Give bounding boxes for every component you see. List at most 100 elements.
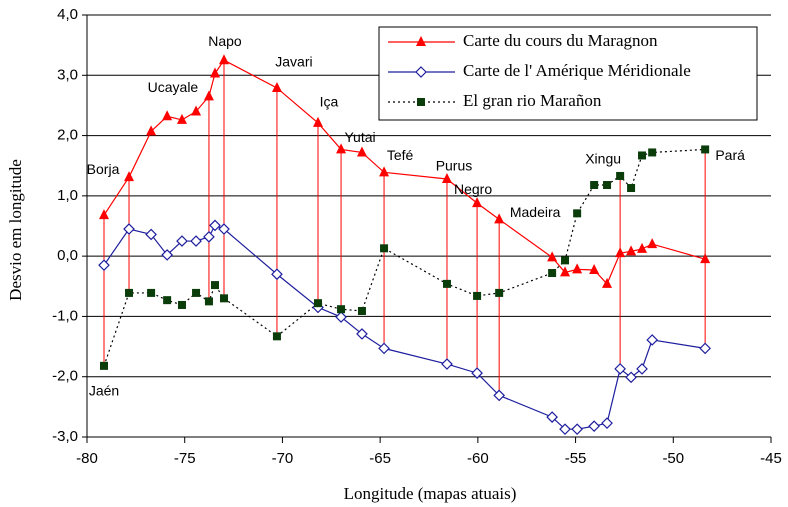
marker — [614, 363, 626, 375]
x-tick-label: -55 — [565, 450, 587, 467]
marker — [626, 245, 637, 256]
y-tick-label: -3,0 — [52, 428, 78, 445]
annotation: Tefé — [387, 147, 414, 163]
marker — [356, 146, 367, 157]
marker — [616, 171, 625, 180]
marker — [699, 342, 711, 355]
y-tick-label: 3,0 — [57, 66, 78, 83]
y-tick-label: -1,0 — [52, 307, 78, 324]
marker — [177, 300, 186, 309]
marker — [547, 251, 558, 262]
marker — [625, 371, 637, 384]
marker — [218, 223, 230, 235]
legend: Carte du cours du Maragnon Carte de l' Am… — [378, 26, 758, 121]
annotation: Pará — [715, 147, 745, 163]
x-tick-label: -80 — [76, 450, 98, 467]
marker — [271, 268, 283, 281]
marker — [603, 181, 612, 190]
annotation: Madeira — [510, 204, 561, 220]
marker — [495, 288, 504, 297]
marker — [638, 151, 647, 160]
marker — [441, 358, 453, 370]
marker — [100, 361, 109, 370]
y-tick-label: -2,0 — [52, 368, 78, 385]
marker — [471, 367, 483, 379]
marker — [147, 288, 156, 297]
marker — [192, 288, 201, 297]
marker — [494, 213, 505, 224]
marker — [493, 389, 506, 402]
marker — [190, 235, 202, 247]
marker — [313, 299, 322, 308]
marker — [161, 249, 173, 261]
marker — [561, 256, 570, 265]
y-tick-label: 1,0 — [57, 187, 78, 204]
legend-label: El gran rio Marañon — [463, 91, 602, 110]
marker — [442, 279, 451, 288]
marker — [588, 420, 600, 432]
marker — [123, 223, 135, 235]
marker — [335, 311, 347, 323]
legend-marker — [416, 36, 426, 46]
marker — [125, 288, 134, 297]
y-axis-title: Desvio em longitude — [6, 159, 25, 301]
marker — [589, 264, 600, 275]
x-tick-label: -50 — [662, 450, 684, 467]
marker — [337, 305, 346, 314]
annotation: Negro — [454, 181, 492, 197]
marker — [602, 277, 613, 288]
marker — [356, 328, 368, 340]
marker — [546, 411, 558, 423]
x-tick-label: -75 — [174, 450, 196, 467]
annotation: Xingu — [585, 151, 621, 167]
marker — [219, 294, 228, 303]
legend-marker — [417, 98, 425, 106]
marker — [176, 235, 188, 247]
marker — [176, 113, 187, 124]
marker — [637, 242, 648, 253]
marker — [379, 166, 390, 177]
marker — [312, 116, 323, 127]
marker — [572, 263, 583, 274]
marker — [573, 209, 582, 218]
marker — [203, 90, 214, 101]
marker — [211, 281, 220, 290]
annotation: Iça — [320, 94, 339, 110]
marker — [647, 238, 658, 249]
marker — [615, 247, 626, 258]
legend-label: Carte du cours du Maragnon — [463, 31, 658, 50]
x-axis-title: Longitude (mapas atuais) — [344, 484, 517, 503]
marker — [473, 291, 482, 300]
annotation: Javari — [275, 54, 312, 70]
marker — [124, 171, 135, 182]
marker — [627, 184, 636, 193]
marker — [336, 143, 347, 154]
marker — [548, 269, 557, 278]
marker — [378, 342, 390, 355]
marker — [590, 181, 599, 190]
marker — [218, 54, 229, 65]
x-tick-label: -70 — [272, 450, 294, 467]
marker — [162, 110, 173, 121]
y-tick-label: 2,0 — [57, 127, 78, 144]
marker — [146, 125, 157, 136]
marker — [601, 417, 613, 429]
marker — [646, 334, 659, 346]
marker — [560, 266, 571, 277]
marker — [272, 332, 281, 341]
marker — [99, 209, 110, 220]
marker — [441, 172, 452, 183]
marker — [98, 259, 110, 272]
x-tick-label: -60 — [467, 450, 489, 467]
marker — [700, 253, 711, 264]
annotation: Jaén — [89, 383, 119, 399]
marker — [191, 105, 202, 116]
marker — [380, 244, 389, 253]
marker — [357, 307, 366, 316]
marker — [472, 197, 483, 208]
x-tick-label: -45 — [760, 450, 782, 467]
series-line — [103, 148, 706, 367]
legend-label: Carte de l' Amérique Méridionale — [463, 61, 691, 80]
annotation: Yutai — [344, 129, 375, 145]
